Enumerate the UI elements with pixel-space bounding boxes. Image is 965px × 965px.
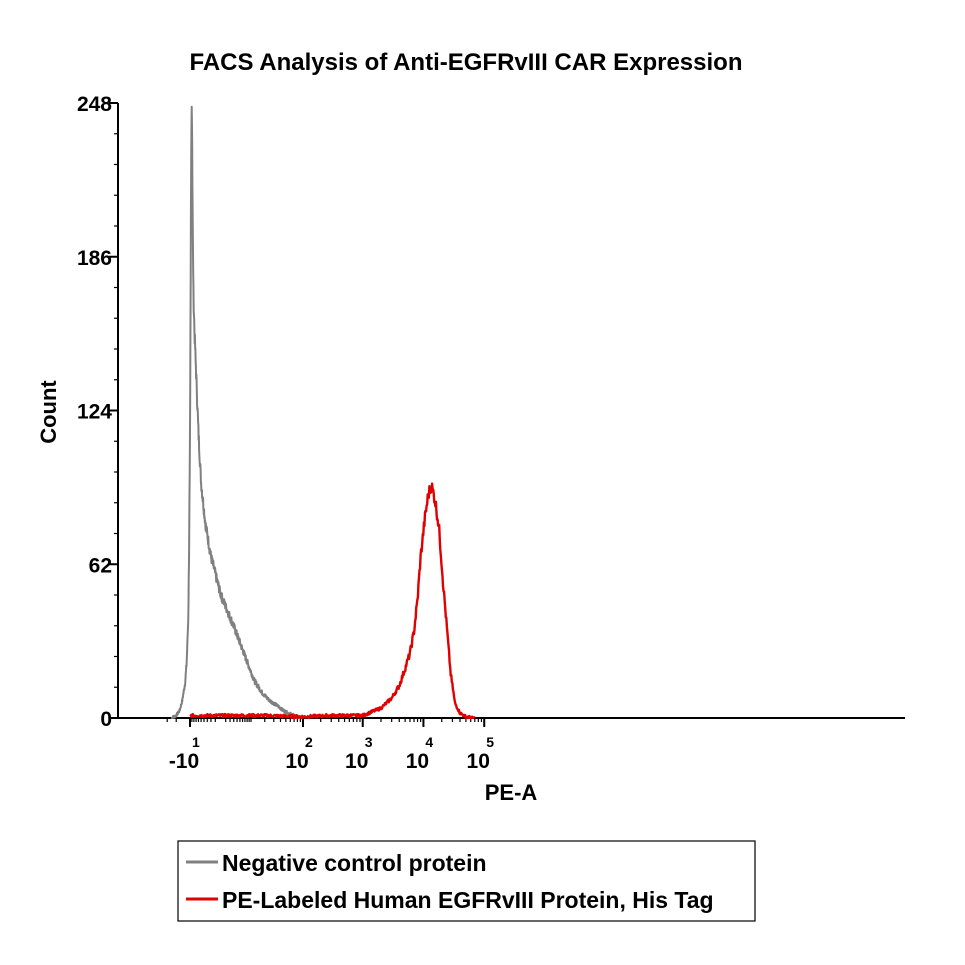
x-tick-exponent: 5 xyxy=(486,734,494,750)
series-line-negative-control xyxy=(170,105,302,719)
y-tick-label: 124 xyxy=(77,401,112,424)
y-axis: 0 62 124 186 248 xyxy=(77,93,119,731)
x-tick-exponent: 3 xyxy=(365,734,373,750)
legend-label-negative: Negative control protein xyxy=(222,850,487,876)
legend-box xyxy=(177,840,756,922)
x-axis-label: PE-A xyxy=(485,780,538,805)
y-tick-label: 248 xyxy=(77,93,112,116)
legend-label-pe-labeled: PE-Labeled Human EGFRvIII Protein, His T… xyxy=(222,887,714,913)
legend: Negative control protein PE-Labeled Huma… xyxy=(177,840,756,922)
x-tick-exponent: 4 xyxy=(425,734,433,750)
y-tick-label: 62 xyxy=(89,554,112,577)
series-line-pe-labeled xyxy=(189,482,476,720)
y-tick-label: 186 xyxy=(77,247,112,270)
x-tick-base: 10 xyxy=(467,750,490,773)
x-tick-base: -10 xyxy=(169,750,199,773)
y-axis-label: Count xyxy=(36,380,61,444)
plot-area xyxy=(170,105,476,720)
x-tick-label: 105 xyxy=(467,734,495,773)
x-tick-exponent: 1 xyxy=(192,734,200,750)
x-tick-label: 102 xyxy=(285,734,313,773)
x-tick-base: 10 xyxy=(285,750,308,773)
chart-title: FACS Analysis of Anti-EGFRvIII CAR Expre… xyxy=(190,49,743,76)
x-tick-label: -101 xyxy=(169,734,200,773)
x-tick-base: 10 xyxy=(345,750,368,773)
x-tick-label: 104 xyxy=(406,734,434,773)
x-tick-label: 103 xyxy=(345,734,373,773)
y-tick-label: 0 xyxy=(100,708,112,731)
x-tick-exponent: 2 xyxy=(305,734,313,750)
x-tick-base: 10 xyxy=(406,750,429,773)
